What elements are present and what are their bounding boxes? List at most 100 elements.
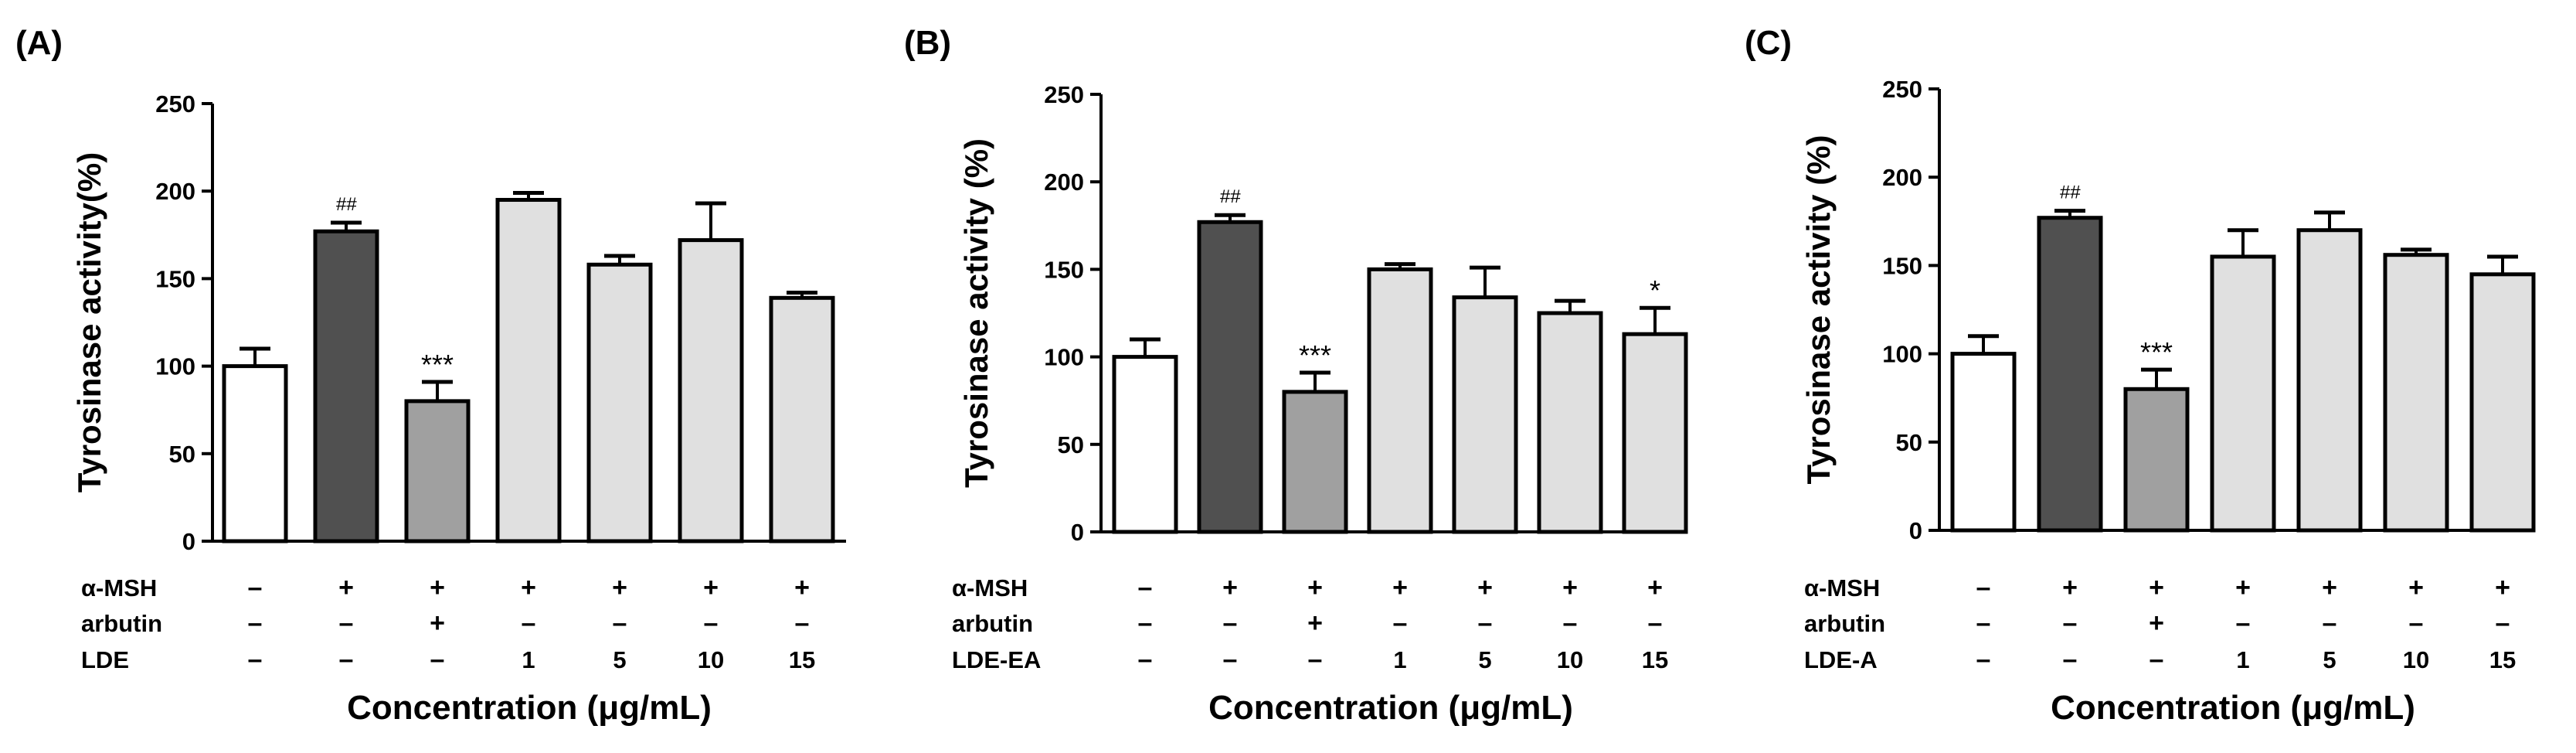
y-tick-label: 0 — [1071, 519, 1084, 546]
treatment-cell: – — [2063, 608, 2078, 638]
treatment-cell: – — [1308, 645, 1323, 674]
bar — [1197, 220, 1263, 534]
panel-label: (C) — [1745, 24, 1792, 62]
bar — [1452, 295, 1518, 534]
x-axis-label: Concentration (μg/mL) — [1208, 689, 1573, 727]
y-tick-label: 50 — [169, 441, 195, 468]
treatment-cell: – — [248, 573, 263, 602]
significance-label: *** — [1299, 339, 1331, 371]
treatment-cell: – — [1393, 608, 1408, 638]
significance-label: ## — [336, 194, 357, 215]
treatment-cell: + — [2062, 573, 2078, 602]
treatment-cell: + — [2149, 573, 2164, 602]
treatment-cell: – — [248, 645, 263, 674]
bar — [1367, 267, 1433, 534]
treatment-cell: – — [1976, 573, 1991, 602]
y-tick-label: 250 — [1044, 81, 1084, 108]
treatment-cell: + — [2235, 573, 2251, 602]
bar — [1622, 332, 1688, 534]
bar — [2037, 216, 2103, 533]
y-tick-label: 200 — [1882, 164, 1922, 191]
bar — [2123, 387, 2190, 533]
y-tick-label: 150 — [1882, 252, 1922, 279]
bar — [2296, 228, 2363, 533]
bar — [2383, 253, 2449, 533]
treatment-row-label: LDE-EA — [952, 646, 1041, 673]
treatment-row-label: arbutin — [952, 610, 1033, 637]
treatment-cell: + — [1477, 573, 1493, 602]
y-tick-label: 100 — [1882, 341, 1922, 368]
y-axis-label: Tyrosinase activity (%) — [1800, 135, 1837, 484]
treatment-cell: + — [703, 573, 719, 602]
y-tick-label: 0 — [1909, 517, 1922, 544]
significance-label: ## — [1220, 186, 1241, 207]
treatment-cell: – — [1478, 608, 1493, 638]
significance-label: *** — [421, 349, 454, 380]
treatment-cell: + — [2495, 573, 2510, 602]
treatment-cell: – — [522, 608, 536, 638]
treatment-cell: 1 — [1393, 646, 1406, 673]
significance-label: ## — [2060, 182, 2081, 203]
treatment-cell: 15 — [2489, 646, 2516, 673]
bar — [2210, 254, 2276, 533]
bar — [1950, 352, 2017, 533]
bar — [495, 198, 562, 543]
treatment-cell: – — [2063, 645, 2078, 674]
treatment-cell: 10 — [1557, 646, 1583, 673]
significance-label: *** — [2140, 336, 2173, 368]
panel-label: (A) — [15, 24, 63, 62]
treatment-cell: – — [2149, 645, 2164, 674]
bar — [222, 364, 288, 543]
treatment-row-label: α-MSH — [952, 574, 1028, 601]
treatment-cell: + — [1562, 573, 1578, 602]
panel-b: (B) 0 50 100 150 200 250 Tyrosinase activity (%… — [904, 24, 1688, 727]
treatment-cell: + — [2322, 573, 2337, 602]
treatment-cell: + — [794, 573, 810, 602]
treatment-cell: – — [1648, 608, 1663, 638]
y-tick-label: 200 — [155, 178, 195, 205]
treatment-row-label: LDE-A — [1804, 646, 1878, 673]
bar — [1537, 311, 1603, 534]
y-tick-label: 200 — [1044, 169, 1084, 196]
treatment-cell: + — [430, 608, 445, 638]
treatment-cell: – — [430, 645, 445, 674]
treatment-cell: – — [1976, 608, 1991, 638]
x-axis-label: Concentration (μg/mL) — [347, 689, 712, 727]
bar — [678, 238, 744, 543]
bar — [1112, 355, 1178, 534]
treatment-cell: – — [795, 608, 810, 638]
treatment-cell: – — [339, 645, 354, 674]
y-tick-label: 150 — [1044, 256, 1084, 283]
treatment-cell: 5 — [613, 646, 626, 673]
y-tick-label: 100 — [155, 353, 195, 380]
treatment-cell: – — [2323, 608, 2337, 638]
treatment-row-label: arbutin — [81, 610, 162, 637]
x-axis-label: Concentration (μg/mL) — [2051, 689, 2415, 727]
treatment-cell: + — [612, 573, 627, 602]
treatment-cell: + — [2408, 573, 2424, 602]
y-tick-label: 50 — [1896, 429, 1922, 456]
treatment-cell: 5 — [1478, 646, 1491, 673]
treatment-cell: 1 — [2236, 646, 2249, 673]
bar — [404, 399, 471, 543]
treatment-cell: + — [338, 573, 354, 602]
treatment-cell: 5 — [2323, 646, 2336, 673]
panel-label: (B) — [904, 24, 951, 62]
treatment-row-label: arbutin — [1804, 610, 1885, 637]
treatment-cell: – — [2236, 608, 2251, 638]
treatment-cell: – — [2496, 608, 2510, 638]
treatment-cell: – — [248, 608, 263, 638]
treatment-cell: – — [613, 608, 627, 638]
treatment-cell: – — [1563, 608, 1578, 638]
treatment-cell: 1 — [522, 646, 535, 673]
treatment-cell: 15 — [1642, 646, 1668, 673]
bar — [1282, 390, 1348, 534]
bar — [769, 295, 835, 543]
treatment-cell: – — [1223, 645, 1238, 674]
treatment-cell: + — [1392, 573, 1408, 602]
y-tick-label: 250 — [155, 90, 195, 118]
panel-a: (A) 0 50 100 150 200 250 Tyrosinase activity(%)… — [15, 24, 846, 727]
treatment-cell: – — [704, 608, 719, 638]
bar — [2469, 272, 2536, 533]
